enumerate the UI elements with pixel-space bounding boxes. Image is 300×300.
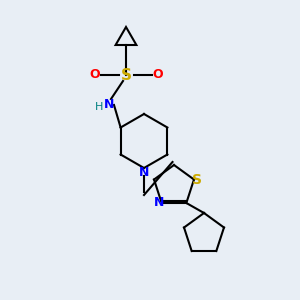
Text: N: N	[104, 98, 115, 112]
Text: H: H	[95, 101, 103, 112]
Text: N: N	[139, 166, 149, 179]
Text: N: N	[154, 196, 164, 209]
Text: O: O	[152, 68, 163, 82]
Text: S: S	[192, 172, 202, 187]
Text: O: O	[89, 68, 100, 82]
Text: S: S	[121, 68, 131, 82]
